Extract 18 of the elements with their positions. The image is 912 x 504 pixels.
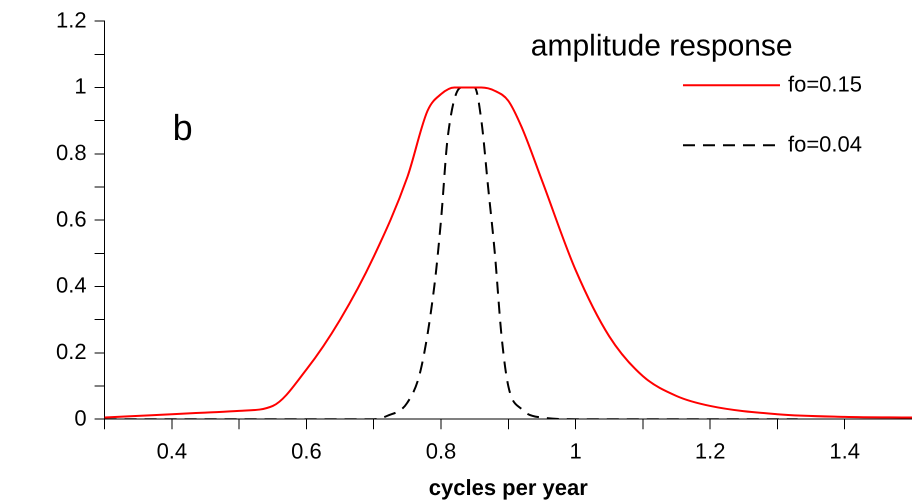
- x-tick-label: 1.2: [694, 438, 726, 464]
- y-tick-label: 0.4: [56, 272, 87, 298]
- legend-label: fo=0.04: [788, 131, 862, 156]
- y-tick-label: 1: [74, 74, 87, 99]
- y-tick-label: 0: [74, 405, 87, 430]
- y-tick-label: 0.6: [56, 206, 87, 232]
- y-tick-label: 1.2: [56, 7, 87, 32]
- y-tick-label: 0.8: [56, 140, 87, 165]
- y-tick-label: 0.2: [56, 338, 87, 364]
- x-axis-title: cycles per year: [428, 474, 588, 500]
- annotation: b: [172, 106, 193, 148]
- x-tick-label: 1: [569, 438, 582, 464]
- x-tick-label: 0.8: [426, 438, 456, 464]
- legend-label: fo=0.15: [788, 71, 862, 96]
- x-tick-label: 0.4: [156, 438, 188, 464]
- x-tick-label: 1.4: [829, 438, 860, 464]
- x-tick-label: 0.6: [291, 438, 322, 464]
- chart-title: amplitude response: [530, 29, 793, 62]
